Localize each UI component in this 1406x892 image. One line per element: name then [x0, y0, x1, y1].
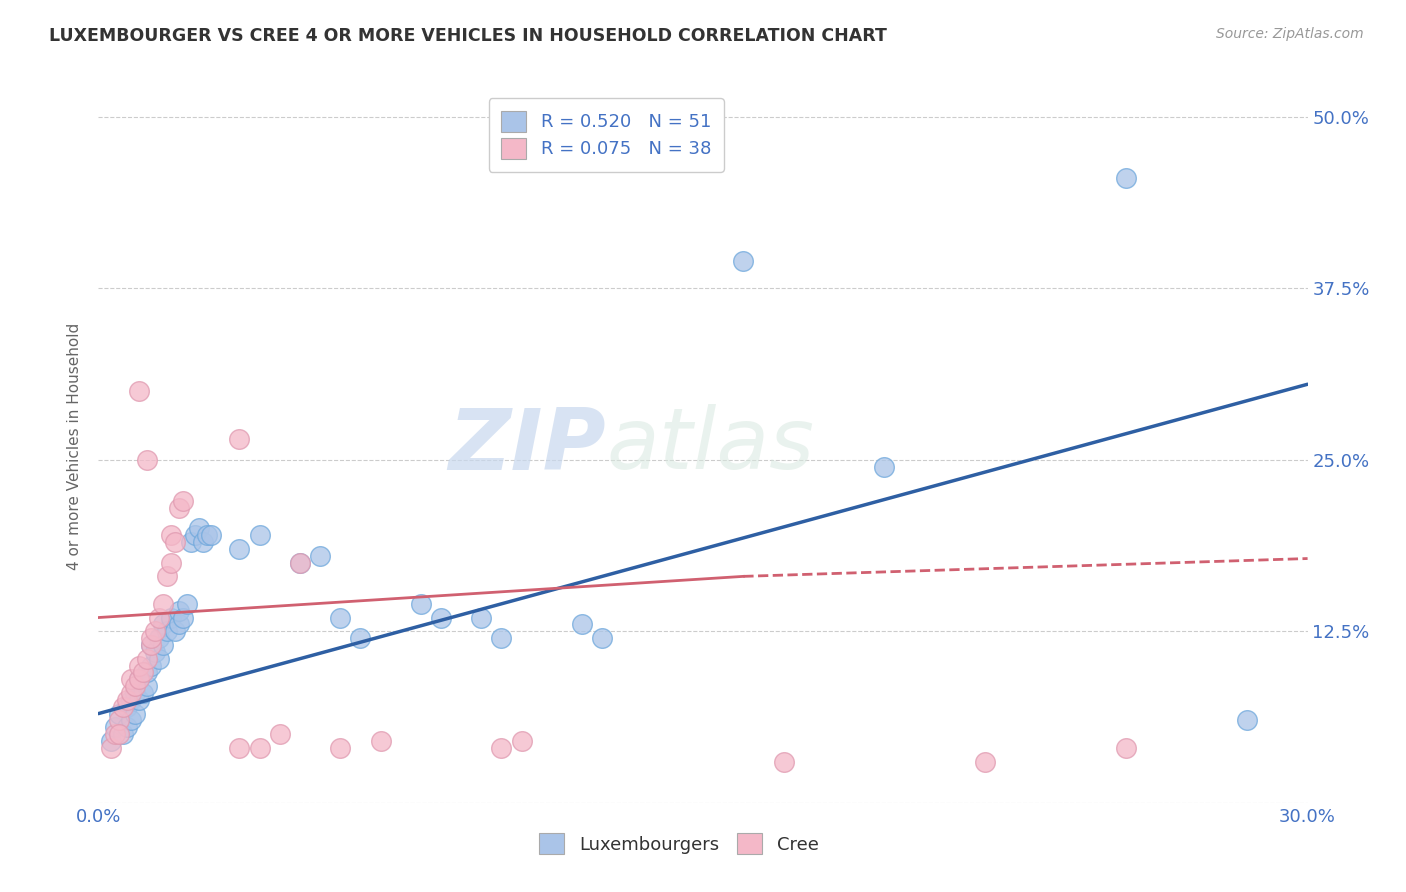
Point	[172, 610, 194, 624]
Point	[107, 714, 129, 728]
Point	[139, 638, 162, 652]
Point	[571, 617, 593, 632]
Point	[329, 610, 352, 624]
Point	[167, 604, 190, 618]
Legend: Luxembourgers, Cree: Luxembourgers, Cree	[531, 826, 825, 862]
Point	[188, 521, 211, 535]
Point	[115, 699, 138, 714]
Point	[103, 727, 125, 741]
Point	[249, 740, 271, 755]
Point	[135, 651, 157, 665]
Point	[160, 556, 183, 570]
Text: Source: ZipAtlas.com: Source: ZipAtlas.com	[1216, 27, 1364, 41]
Point	[249, 528, 271, 542]
Point	[135, 679, 157, 693]
Point	[349, 631, 371, 645]
Text: atlas: atlas	[606, 404, 814, 488]
Point	[128, 673, 150, 687]
Text: LUXEMBOURGER VS CREE 4 OR MORE VEHICLES IN HOUSEHOLD CORRELATION CHART: LUXEMBOURGER VS CREE 4 OR MORE VEHICLES …	[49, 27, 887, 45]
Point	[974, 755, 997, 769]
Point	[491, 631, 513, 645]
Point	[167, 500, 190, 515]
Point	[510, 734, 533, 748]
Point	[228, 432, 250, 446]
Point	[135, 452, 157, 467]
Point	[184, 528, 207, 542]
Point	[152, 617, 174, 632]
Point	[148, 610, 170, 624]
Point	[100, 740, 122, 755]
Point	[288, 556, 311, 570]
Point	[103, 720, 125, 734]
Point	[148, 651, 170, 665]
Point	[591, 631, 613, 645]
Point	[370, 734, 392, 748]
Point	[288, 556, 311, 570]
Point	[160, 610, 183, 624]
Point	[172, 494, 194, 508]
Point	[124, 679, 146, 693]
Point	[195, 528, 218, 542]
Point	[124, 686, 146, 700]
Point	[1115, 171, 1137, 186]
Point	[156, 624, 179, 639]
Point	[132, 665, 155, 680]
Point	[143, 624, 166, 639]
Y-axis label: 4 or more Vehicles in Household: 4 or more Vehicles in Household	[67, 322, 83, 570]
Point	[124, 706, 146, 721]
Point	[152, 638, 174, 652]
Point	[120, 673, 142, 687]
Point	[772, 755, 794, 769]
Point	[115, 693, 138, 707]
Point	[1115, 740, 1137, 755]
Point	[139, 658, 162, 673]
Point	[139, 631, 162, 645]
Point	[176, 597, 198, 611]
Point	[148, 631, 170, 645]
Point	[115, 720, 138, 734]
Point	[160, 528, 183, 542]
Point	[167, 617, 190, 632]
Point	[143, 645, 166, 659]
Point	[873, 459, 896, 474]
Point	[733, 253, 755, 268]
Point	[107, 727, 129, 741]
Point	[156, 569, 179, 583]
Point	[1236, 714, 1258, 728]
Point	[107, 706, 129, 721]
Point	[470, 610, 492, 624]
Point	[180, 535, 202, 549]
Point	[491, 740, 513, 755]
Point	[128, 673, 150, 687]
Point	[120, 693, 142, 707]
Point	[100, 734, 122, 748]
Point	[409, 597, 432, 611]
Point	[111, 699, 134, 714]
Point	[269, 727, 291, 741]
Point	[135, 665, 157, 680]
Point	[200, 528, 222, 542]
Point	[120, 686, 142, 700]
Text: ZIP: ZIP	[449, 404, 606, 488]
Point	[152, 597, 174, 611]
Point	[228, 740, 250, 755]
Point	[163, 624, 186, 639]
Point	[128, 693, 150, 707]
Point	[329, 740, 352, 755]
Point	[132, 686, 155, 700]
Point	[430, 610, 453, 624]
Point	[128, 384, 150, 398]
Point	[228, 541, 250, 556]
Point	[139, 638, 162, 652]
Point	[163, 535, 186, 549]
Point	[193, 535, 215, 549]
Point	[128, 658, 150, 673]
Point	[111, 727, 134, 741]
Point	[309, 549, 332, 563]
Point	[120, 714, 142, 728]
